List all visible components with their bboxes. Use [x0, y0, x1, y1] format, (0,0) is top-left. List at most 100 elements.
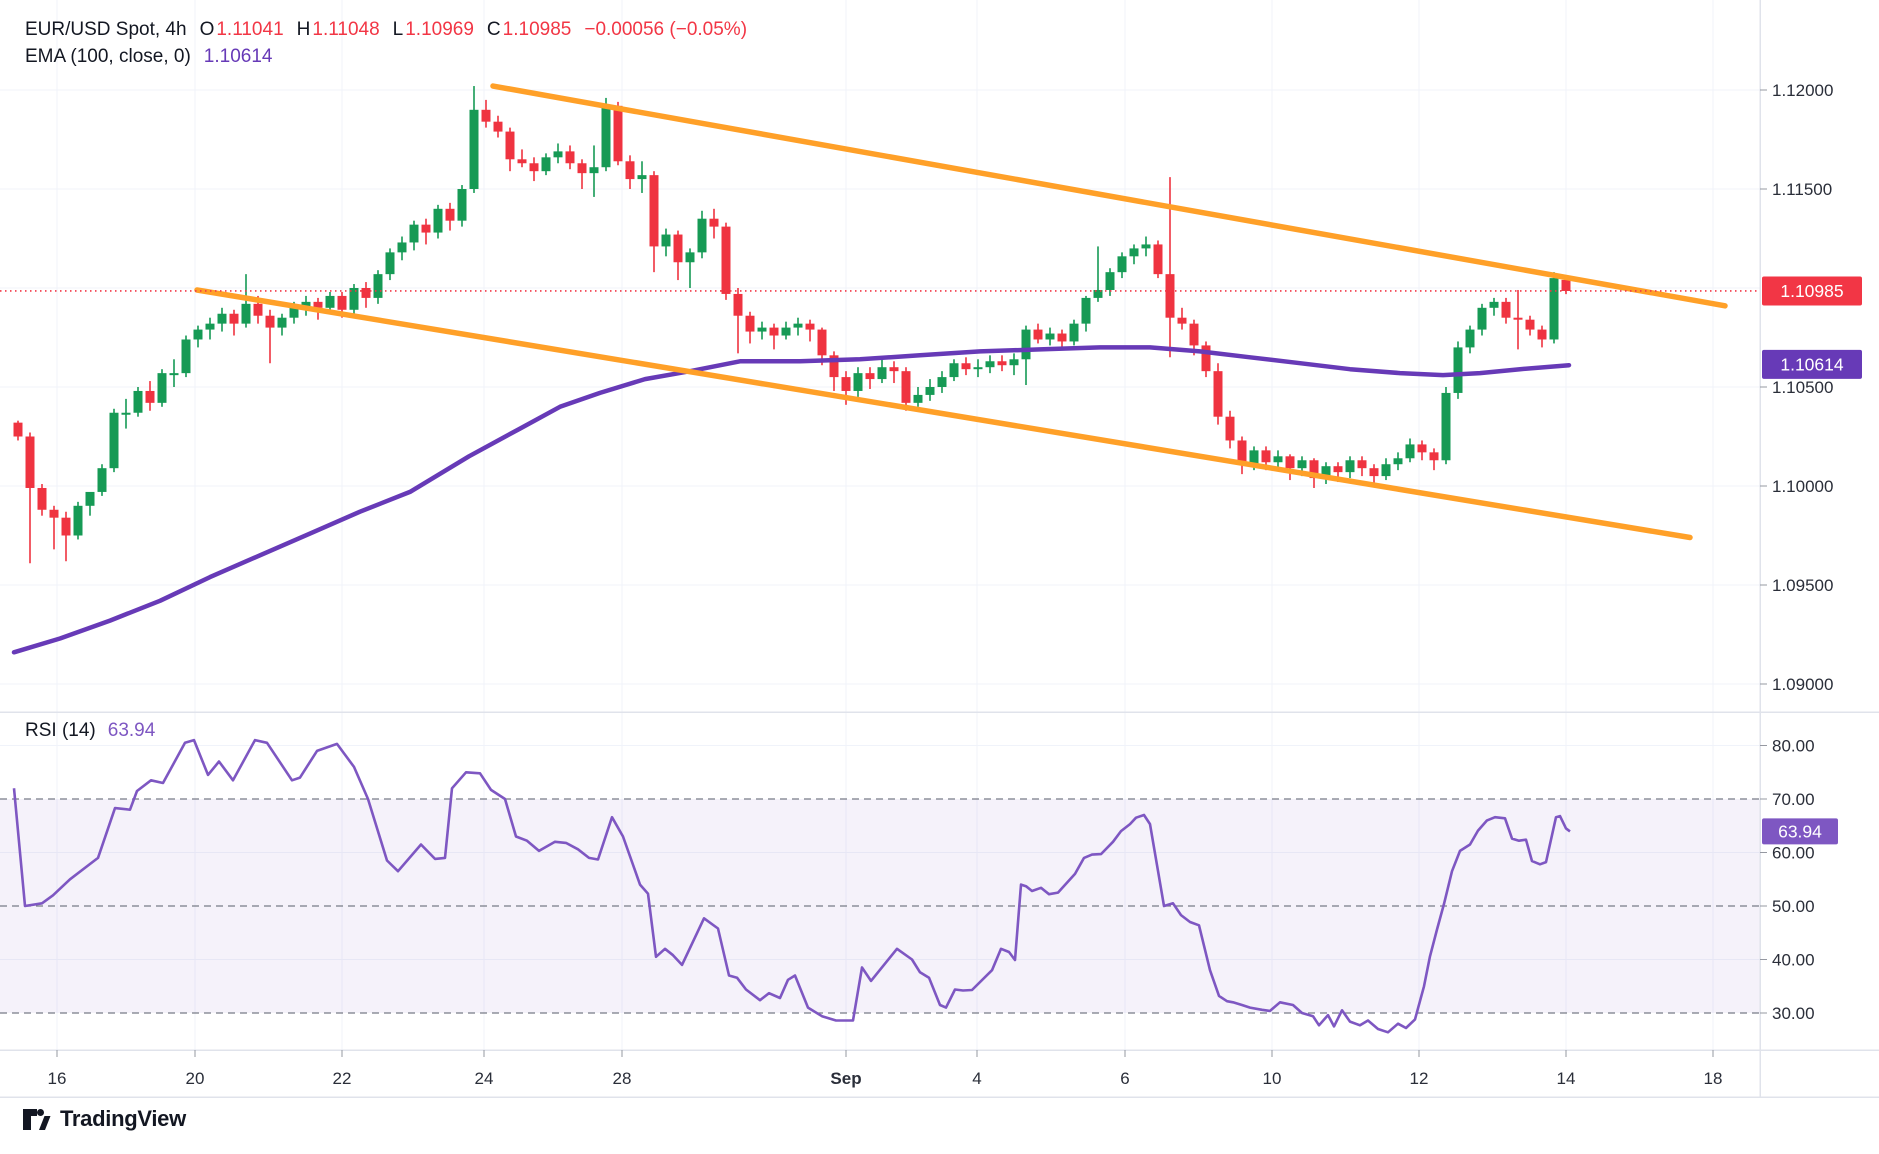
- candle-down: [481, 109, 491, 122]
- candle-up: [1045, 333, 1055, 340]
- candle-up: [1381, 464, 1391, 477]
- candle-down: [145, 390, 155, 403]
- time-tick-label: 20: [186, 1069, 205, 1088]
- price-axis[interactable]: 1.12000 1.11500 1.10500 1.10000 1.09500 1.090…: [1760, 81, 1833, 694]
- candle-up: [661, 234, 671, 247]
- candle-down: [1369, 468, 1379, 477]
- candle-up: [1549, 278, 1559, 340]
- rsi-band: [0, 798, 1760, 1014]
- candle-up: [937, 377, 947, 387]
- rsi-tick-label: 30.00: [1772, 1004, 1815, 1023]
- candle-up: [541, 157, 551, 172]
- candle-up: [1477, 307, 1487, 330]
- low-value: L 1.10969: [393, 16, 474, 43]
- open-number: 1.11041: [216, 19, 284, 40]
- candle-down: [25, 436, 35, 488]
- candle-up: [1273, 456, 1283, 463]
- candle-down: [1537, 329, 1547, 340]
- candle-up: [85, 491, 95, 506]
- time-tick-label: 22: [333, 1069, 352, 1088]
- trendline-upper-channel[interactable]: [490, 83, 1728, 309]
- symbol-header: EUR/USD Spot, 4h O 1.11041 H 1.11048 L 1.10…: [25, 16, 747, 70]
- rsi-axis[interactable]: 80.00 70.00 60.00 50.00 40.00 30.00: [1760, 737, 1815, 1024]
- symbol-title[interactable]: EUR/USD Spot, 4h: [25, 19, 187, 40]
- candle-up: [949, 363, 959, 378]
- candle-up: [181, 339, 191, 374]
- candle-up: [973, 367, 983, 370]
- candle-up: [433, 208, 443, 233]
- candle-down: [1057, 333, 1067, 342]
- trendline-lower-channel[interactable]: [194, 287, 1693, 541]
- candle-down: [1213, 371, 1223, 417]
- candle-down: [1309, 460, 1319, 479]
- candle-up: [637, 175, 647, 180]
- open-label: O: [199, 19, 215, 40]
- time-tick-label: 4: [972, 1069, 981, 1088]
- ema-indicator-label[interactable]: EMA (100, close, 0): [25, 46, 191, 67]
- rsi-tick-label: 40.00: [1772, 951, 1815, 970]
- candle-down: [997, 361, 1007, 366]
- candle-up: [1465, 329, 1475, 348]
- candle-down: [1561, 279, 1571, 291]
- candle-up: [793, 323, 803, 328]
- candle-down: [829, 355, 839, 378]
- candle-down: [745, 315, 755, 332]
- candle-up: [877, 367, 887, 380]
- candle-down: [613, 105, 623, 162]
- candle-up: [133, 390, 143, 413]
- candle-down: [625, 161, 635, 180]
- time-axis[interactable]: 16 20 22 24 28 Sep 4 6 10 12 14 18: [48, 1050, 1723, 1088]
- price-tick-label: 1.10500: [1772, 378, 1833, 397]
- candle-up: [1489, 301, 1499, 308]
- candle-down: [961, 363, 971, 370]
- price-badge: 1.10985: [1762, 276, 1862, 306]
- candle-up: [457, 189, 467, 221]
- rsi-header: RSI (14) 63.94: [25, 720, 155, 742]
- candle-down: [1501, 301, 1511, 318]
- candle-up: [241, 303, 251, 324]
- ohlc-row: EUR/USD Spot, 4h O 1.11041 H 1.11048 L 1.10…: [25, 16, 747, 43]
- candle-up: [1321, 466, 1331, 479]
- candle-up: [409, 224, 419, 243]
- candle-up: [1249, 450, 1259, 465]
- time-tick-label: 10: [1263, 1069, 1282, 1088]
- candle-down: [721, 226, 731, 294]
- candle-down: [901, 371, 911, 403]
- candle-down: [493, 121, 503, 132]
- candle-up: [373, 274, 383, 298]
- candle-down: [769, 327, 779, 336]
- candle-up: [97, 468, 107, 492]
- candle-down: [229, 313, 239, 324]
- candle-down: [1165, 274, 1175, 318]
- candle-down: [517, 159, 527, 164]
- time-tick-label: 6: [1120, 1069, 1129, 1088]
- change-value: −0.00056 (−0.05%): [584, 19, 748, 40]
- candle-down: [13, 422, 23, 437]
- candle-up: [1069, 323, 1079, 342]
- candle-down: [361, 288, 371, 298]
- rsi-indicator-label[interactable]: RSI (14): [25, 720, 96, 741]
- candlestick-series: [13, 86, 1571, 564]
- candle-up: [1093, 289, 1103, 298]
- rsi-tick-label: 70.00: [1772, 790, 1815, 809]
- low-label: L: [392, 19, 404, 40]
- rsi-value-badge: 63.94: [1762, 818, 1838, 845]
- time-tick-label: 16: [48, 1069, 67, 1088]
- candle-down: [577, 163, 587, 174]
- time-tick-label: 14: [1557, 1069, 1576, 1088]
- candle-down: [817, 329, 827, 356]
- svg-text:1.10985: 1.10985: [1780, 281, 1843, 301]
- candle-down: [733, 293, 743, 316]
- candle-down: [649, 175, 659, 247]
- time-tick-label: 18: [1704, 1069, 1723, 1088]
- candle-up: [397, 242, 407, 253]
- candle-up: [193, 329, 203, 340]
- candle-up: [1453, 347, 1463, 393]
- candle-up: [109, 412, 119, 469]
- candle-up: [217, 313, 227, 324]
- rsi-tick-label: 60.00: [1772, 844, 1815, 863]
- tradingview-logo[interactable]: TradingView: [22, 1106, 186, 1132]
- rsi-line: [12, 738, 1571, 1034]
- candle-down: [421, 224, 431, 233]
